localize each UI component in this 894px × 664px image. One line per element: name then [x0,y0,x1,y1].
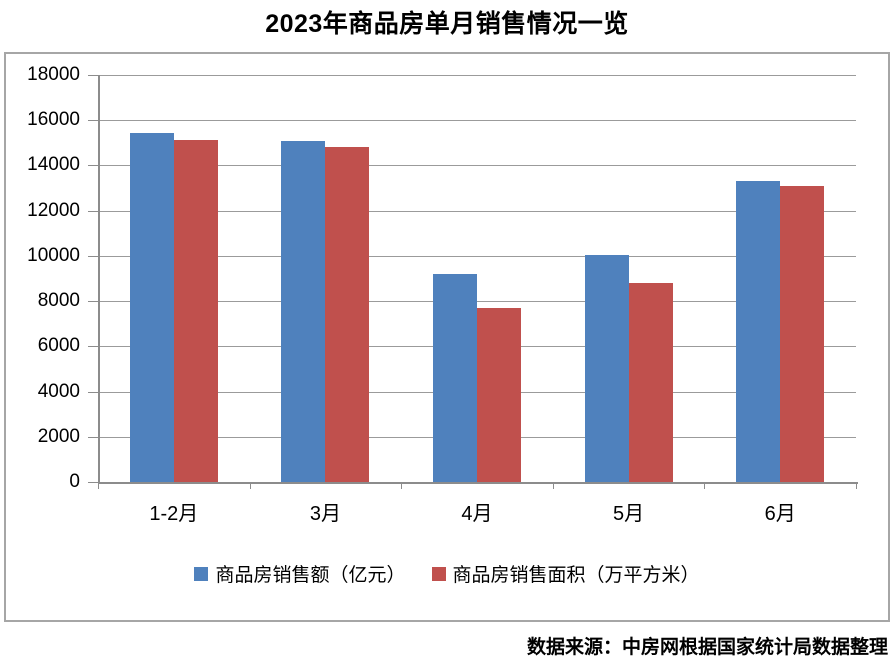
gridline [98,301,856,303]
bar-sales-amount [281,140,326,482]
x-axis-tick [704,482,706,489]
x-axis-category-label: 3月 [309,503,341,525]
plot-area [98,75,858,484]
chart-title: 2023年商品房单月销售情况一览 [265,10,629,38]
bar-sales-amount [129,132,174,482]
bar-sales-area [325,147,370,482]
y-axis-tick-label: 2000 [37,425,80,447]
y-axis-tick [88,436,98,438]
y-axis-tick [88,301,98,303]
y-axis-tick [88,165,98,167]
gridline [98,165,856,167]
bar-sales-area [628,282,673,482]
legend-label: 商品房销售面积（万平方米） [452,565,700,586]
y-axis-tick-label: 4000 [37,380,80,402]
y-axis-tick [88,482,98,483]
x-axis-tick [856,482,857,489]
y-axis-tick-label: 14000 [27,154,80,176]
y-axis-tick-label: 0 [69,471,80,492]
x-axis-tick [552,482,554,489]
legend-swatch-icon [194,566,209,581]
bar-sales-area [780,186,825,482]
gridline [98,255,856,257]
y-axis-tick [88,120,98,122]
gridline [98,210,856,212]
data-source-note: 数据来源：中房网根据国家统计局数据整理 [526,637,888,658]
y-axis-tick [88,255,98,257]
x-axis-tick [401,482,403,489]
legend-label: 商品房销售额（亿元） [215,565,406,586]
y-axis-tick [88,75,98,76]
y-axis-tick-label: 16000 [27,109,80,131]
legend-swatch-icon [431,566,446,581]
gridline [98,120,856,122]
y-axis-tick-label: 6000 [37,335,80,357]
bar-sales-area [173,139,218,482]
y-axis-tick [88,346,98,348]
y-axis-tick-label: 12000 [27,199,80,221]
legend-item: 商品房销售面积（万平方米） [431,560,700,587]
bar-sales-area [477,308,521,482]
bar-sales-amount [433,273,477,482]
x-axis-category-label: 4月 [461,503,493,525]
x-axis-category-label: 6月 [764,503,796,525]
x-axis-category-label: 1-2月 [149,503,199,525]
x-axis-tick [249,482,251,489]
y-axis-tick-label: 8000 [37,290,80,312]
y-axis-tick-label: 18000 [27,64,80,85]
chart-legend: 商品房销售额（亿元） 商品房销售面积（万平方米） [6,560,888,587]
chart-frame: 0 2000 4000 6000 8000 10000 12000 14000 16000 180… [4,52,890,622]
bar-sales-amount [736,181,781,482]
legend-item: 商品房销售额（亿元） [194,560,406,587]
y-axis-tick-label: 10000 [27,244,80,266]
y-axis-tick [88,391,98,393]
gridline [98,75,856,76]
bar-sales-amount [584,255,629,482]
x-axis-tick [98,482,99,489]
y-axis-tick [88,210,98,212]
x-axis-category-label: 5月 [613,503,645,525]
